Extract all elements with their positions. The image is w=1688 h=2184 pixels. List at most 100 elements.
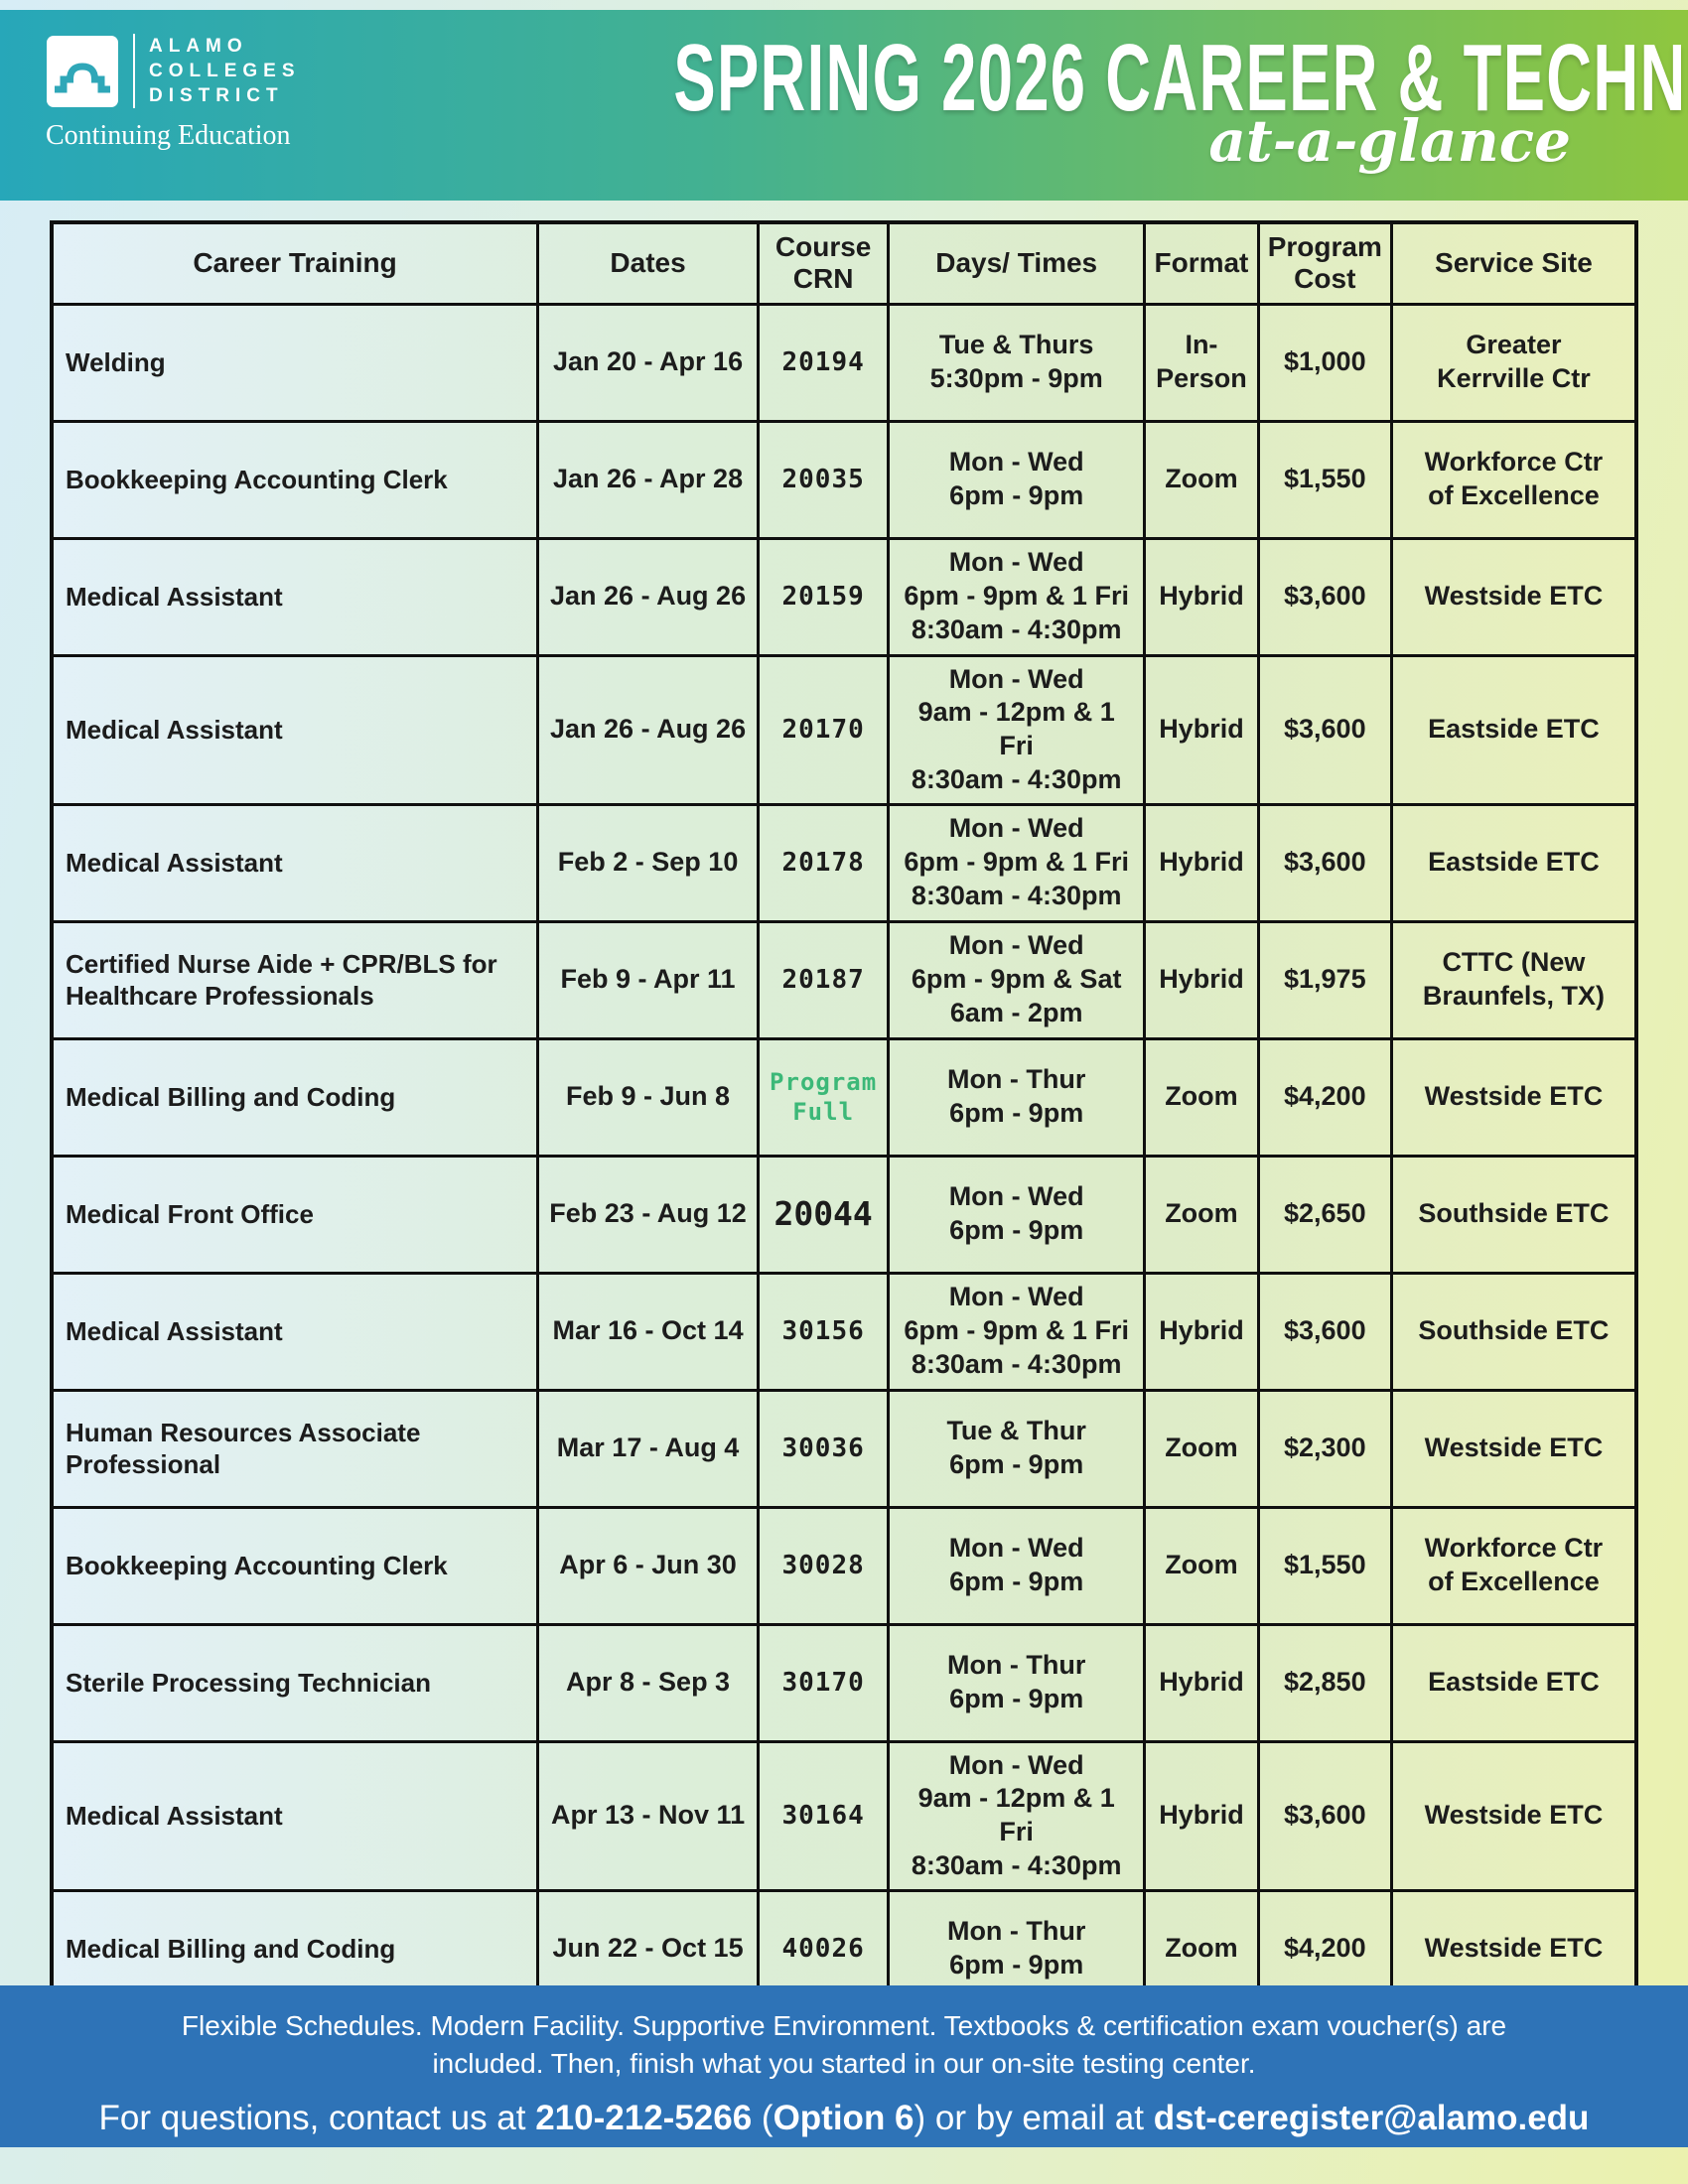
alamo-dome-icon bbox=[47, 35, 118, 107]
format-cell: Hybrid bbox=[1143, 919, 1260, 1040]
col-course-crn: Course CRN bbox=[757, 220, 891, 306]
program-cost-cell: $3,600 bbox=[1256, 802, 1393, 923]
header-row: Career Training Dates Course CRN Days/ T… bbox=[50, 220, 1638, 306]
col-service-site: Service Site bbox=[1389, 220, 1638, 306]
days-times-cell: Mon - Thur 6pm - 9pm bbox=[887, 1622, 1147, 1743]
days-times-cell: Mon - Wed 6pm - 9pm bbox=[887, 1154, 1147, 1275]
program-cost-cell: $2,300 bbox=[1256, 1388, 1393, 1509]
col-days-times: Days/ Times bbox=[887, 220, 1147, 306]
phone-option: Option 6 bbox=[773, 2099, 914, 2137]
course-crn-cell: 30170 bbox=[757, 1622, 891, 1743]
contact-line: For questions, contact us at 210-212-526… bbox=[0, 2099, 1688, 2138]
career-training-cell: Medical Assistant bbox=[50, 536, 540, 657]
career-training-cell: Medical Assistant bbox=[50, 1739, 540, 1892]
service-site-cell: Westside ETC bbox=[1389, 536, 1638, 657]
course-crn-cell: 30164 bbox=[757, 1739, 891, 1892]
col-dates: Dates bbox=[536, 220, 761, 306]
table-row: Bookkeeping Accounting Clerk Apr 6 - Jun… bbox=[50, 1505, 1638, 1626]
program-cost-cell: $3,600 bbox=[1256, 536, 1393, 657]
table-row: Medical Assistant Feb 2 - Sep 10 20178 M… bbox=[50, 802, 1638, 923]
format-cell: Zoom bbox=[1143, 1388, 1260, 1509]
program-cost-cell: $3,600 bbox=[1256, 653, 1393, 806]
course-crn-cell: 30028 bbox=[757, 1505, 891, 1626]
brand-subtitle: Continuing Education bbox=[46, 120, 291, 151]
table-row: Medical Billing and Coding Feb 9 - Jun 8… bbox=[50, 1036, 1638, 1158]
tagline-script: at-a-glance bbox=[1208, 107, 1571, 175]
format-cell: Zoom bbox=[1143, 1505, 1260, 1626]
dates-cell: Feb 9 - Jun 8 bbox=[536, 1036, 761, 1158]
contact-mid1: ( bbox=[752, 2099, 774, 2137]
header-band: ALAMO COLLEGES DISTRICT Continuing Educa… bbox=[0, 10, 1688, 201]
format-cell: Hybrid bbox=[1143, 1739, 1260, 1892]
service-site-cell: Eastside ETC bbox=[1389, 1622, 1638, 1743]
col-career-training: Career Training bbox=[50, 220, 540, 306]
service-site-cell: Workforce Ctr of Excellence bbox=[1389, 1505, 1638, 1626]
program-cost-cell: $1,550 bbox=[1256, 419, 1393, 540]
table-row: Medical Front Office Feb 23 - Aug 12 200… bbox=[50, 1154, 1638, 1275]
days-times-cell: Tue & Thurs 5:30pm - 9pm bbox=[887, 302, 1147, 423]
dates-cell: Apr 13 - Nov 11 bbox=[536, 1739, 761, 1892]
career-training-cell: Welding bbox=[50, 302, 540, 423]
course-crn-cell: Program Full bbox=[757, 1036, 891, 1158]
course-table: Career Training Dates Course CRN Days/ T… bbox=[50, 220, 1638, 2009]
format-cell: In- Person bbox=[1143, 302, 1260, 423]
course-table-body: Welding Jan 20 - Apr 16 20194 Tue & Thur… bbox=[50, 302, 1638, 2009]
dates-cell: Mar 16 - Oct 14 bbox=[536, 1271, 761, 1392]
table-row: Human Resources Associate Professional M… bbox=[50, 1388, 1638, 1509]
col-program-cost: Program Cost bbox=[1256, 220, 1393, 306]
career-training-cell: Human Resources Associate Professional bbox=[50, 1388, 540, 1509]
service-site-cell: Southside ETC bbox=[1389, 1154, 1638, 1275]
dates-cell: Feb 23 - Aug 12 bbox=[536, 1154, 761, 1275]
format-cell: Hybrid bbox=[1143, 653, 1260, 806]
table-row: Medical Assistant Apr 13 - Nov 11 30164 … bbox=[50, 1739, 1638, 1892]
brand-line: ALAMO bbox=[149, 36, 248, 57]
career-training-cell: Sterile Processing Technician bbox=[50, 1622, 540, 1743]
dates-cell: Apr 6 - Jun 30 bbox=[536, 1505, 761, 1626]
table-row: Bookkeeping Accounting Clerk Jan 26 - Ap… bbox=[50, 419, 1638, 540]
days-times-cell: Mon - Wed 6pm - 9pm & Sat 6am - 2pm bbox=[887, 919, 1147, 1040]
days-times-cell: Mon - Thur 6pm - 9pm bbox=[887, 1036, 1147, 1158]
course-crn-cell: 30156 bbox=[757, 1271, 891, 1392]
brand-line: DISTRICT bbox=[149, 85, 284, 106]
format-cell: Zoom bbox=[1143, 1036, 1260, 1158]
course-crn-cell: 20187 bbox=[757, 919, 891, 1040]
career-training-cell: Medical Assistant bbox=[50, 1271, 540, 1392]
career-training-cell: Medical Assistant bbox=[50, 653, 540, 806]
table-zone: Career Training Dates Course CRN Days/ T… bbox=[50, 220, 1638, 2009]
contact-mid2: ) or by email at bbox=[914, 2099, 1154, 2137]
dates-cell: Feb 9 - Apr 11 bbox=[536, 919, 761, 1040]
days-times-cell: Mon - Wed 6pm - 9pm & 1 Fri 8:30am - 4:3… bbox=[887, 1271, 1147, 1392]
dates-cell: Jan 26 - Aug 26 bbox=[536, 536, 761, 657]
table-row: Sterile Processing Technician Apr 8 - Se… bbox=[50, 1622, 1638, 1743]
service-site-cell: CTTC (New Braunfels, TX) bbox=[1389, 919, 1638, 1040]
contact-email: dst-ceregister@alamo.edu bbox=[1153, 2099, 1590, 2137]
course-crn-cell: 20159 bbox=[757, 536, 891, 657]
days-times-cell: Mon - Wed 6pm - 9pm bbox=[887, 1505, 1147, 1626]
career-training-cell: Medical Assistant bbox=[50, 802, 540, 923]
program-cost-cell: $1,550 bbox=[1256, 1505, 1393, 1626]
page-title: SPRING 2026 CAREER & TECHNICAL TRAINING bbox=[673, 25, 1688, 131]
format-cell: Hybrid bbox=[1143, 1622, 1260, 1743]
program-cost-cell: $3,600 bbox=[1256, 1739, 1393, 1892]
footer-banner-text: Flexible Schedules. Modern Facility. Sup… bbox=[181, 2010, 1507, 2079]
format-cell: Hybrid bbox=[1143, 1271, 1260, 1392]
days-times-cell: Mon - Wed 9am - 12pm & 1 Fri 8:30am - 4:… bbox=[887, 1739, 1147, 1892]
title-wrap: SPRING 2026 CAREER & TECHNICAL TRAINING bbox=[288, 24, 1688, 133]
table-row: Welding Jan 20 - Apr 16 20194 Tue & Thur… bbox=[50, 302, 1638, 423]
format-cell: Hybrid bbox=[1143, 802, 1260, 923]
course-crn-cell: 20044 bbox=[757, 1154, 891, 1275]
days-times-cell: Mon - Wed 9am - 12pm & 1 Fri 8:30am - 4:… bbox=[887, 653, 1147, 806]
brand-wordmark: ALAMO COLLEGES DISTRICT bbox=[133, 34, 301, 108]
table-row: Medical Assistant Jan 26 - Aug 26 20170 … bbox=[50, 653, 1638, 806]
phone-number: 210-212-5266 bbox=[535, 2099, 753, 2137]
dates-cell: Jan 26 - Aug 26 bbox=[536, 653, 761, 806]
dates-cell: Feb 2 - Sep 10 bbox=[536, 802, 761, 923]
service-site-cell: Southside ETC bbox=[1389, 1271, 1638, 1392]
dates-cell: Jan 26 - Apr 28 bbox=[536, 419, 761, 540]
brand-block: ALAMO COLLEGES DISTRICT Continuing Educa… bbox=[46, 34, 301, 152]
table-row: Medical Assistant Mar 16 - Oct 14 30156 … bbox=[50, 1271, 1638, 1392]
career-training-cell: Certified Nurse Aide + CPR/BLS for Healt… bbox=[50, 919, 540, 1040]
days-times-cell: Tue & Thur 6pm - 9pm bbox=[887, 1388, 1147, 1509]
days-times-cell: Mon - Wed 6pm - 9pm & 1 Fri 8:30am - 4:3… bbox=[887, 536, 1147, 657]
service-site-cell: Eastside ETC bbox=[1389, 802, 1638, 923]
